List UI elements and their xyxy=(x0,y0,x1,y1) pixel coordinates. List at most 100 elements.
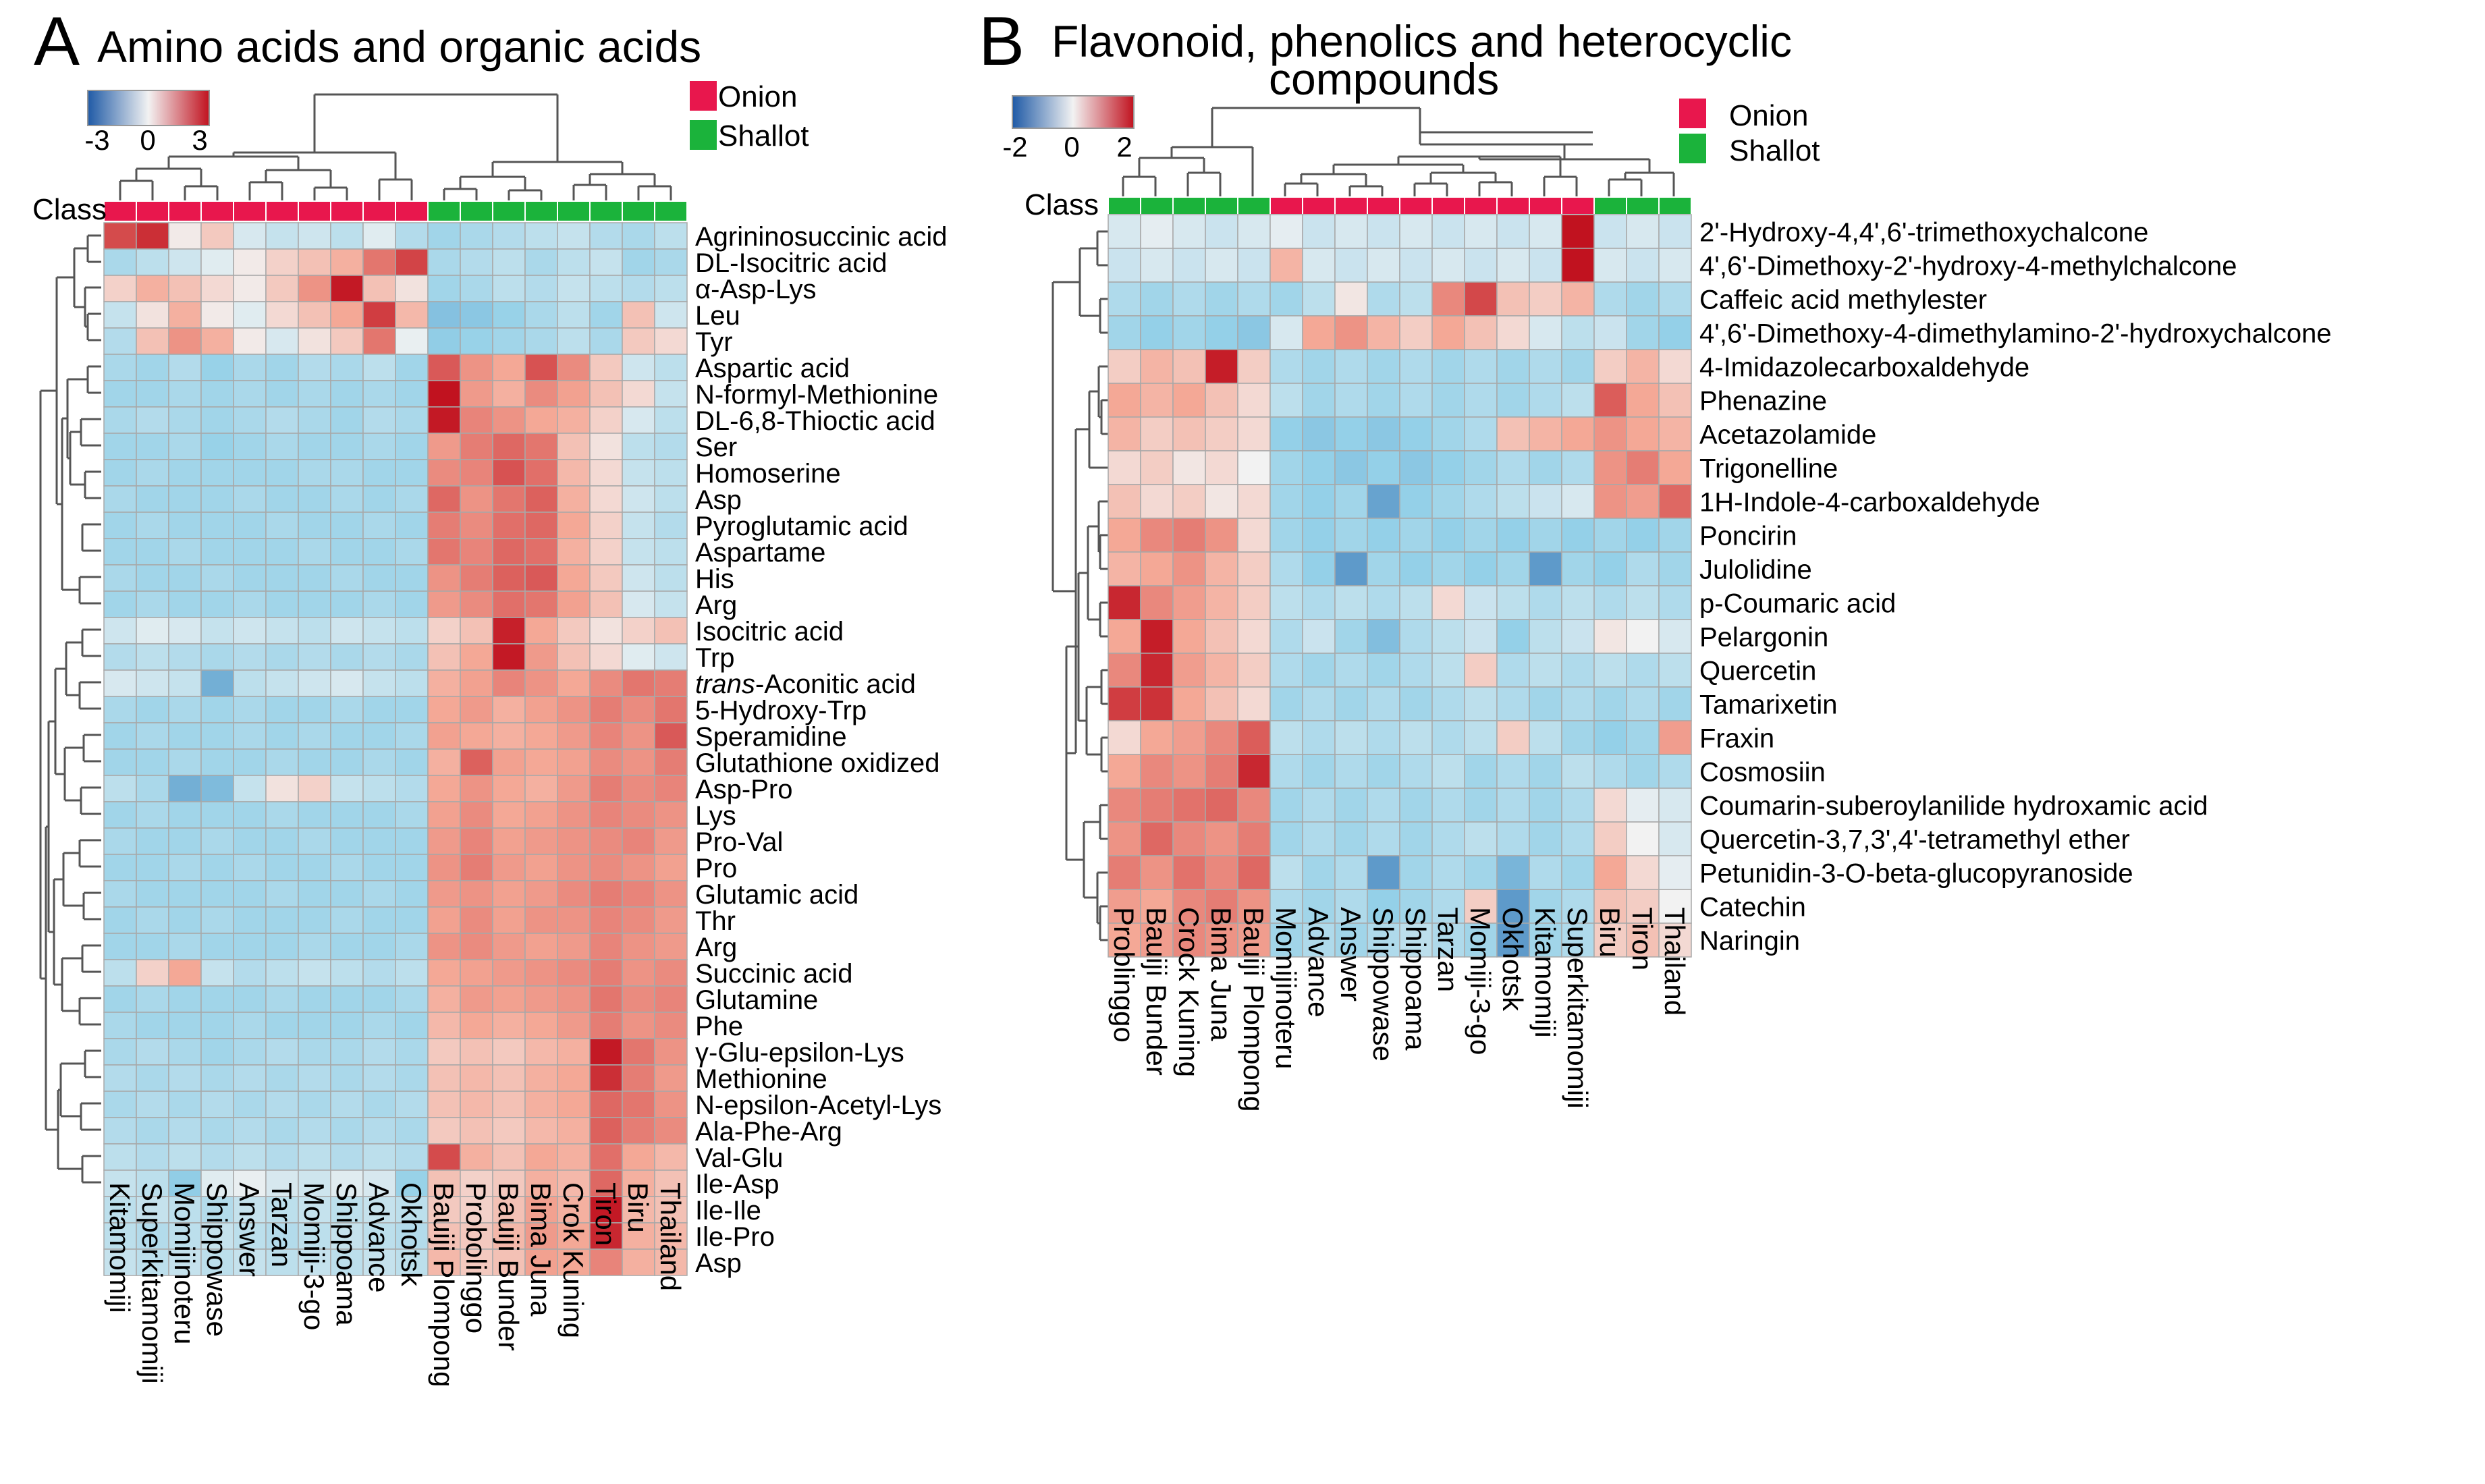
panel-b-key-tick-low: -2 xyxy=(1002,131,1027,163)
heatmap-cell xyxy=(492,275,526,302)
heatmap-cell xyxy=(427,301,461,329)
heatmap-cell xyxy=(265,801,299,829)
heatmap-cell xyxy=(1464,754,1498,789)
heatmap-cell xyxy=(1658,889,1692,924)
heatmap-cell xyxy=(1464,821,1498,856)
heatmap-cell xyxy=(1334,248,1368,283)
row-label-caffeic-acid-methylester: Caffeic acid methylester xyxy=(1699,285,1987,314)
heatmap-cell xyxy=(1334,214,1368,249)
heatmap-cell xyxy=(103,1117,137,1145)
heatmap-cell xyxy=(524,827,558,855)
heatmap-cell xyxy=(1561,619,1595,654)
heatmap-cell xyxy=(589,538,623,566)
heatmap-cell xyxy=(330,590,364,618)
panel-a-group-legend: Onion Shallot xyxy=(690,80,809,153)
heatmap-cell xyxy=(492,801,526,829)
heatmap-cell xyxy=(298,1091,331,1118)
heatmap-cell xyxy=(1626,315,1660,350)
heatmap-cell xyxy=(654,775,688,802)
heatmap-cell xyxy=(330,1012,364,1039)
heatmap-cell xyxy=(1237,754,1271,789)
heatmap-cell xyxy=(395,380,429,408)
heatmap-cell xyxy=(589,854,623,881)
heatmap-cell xyxy=(233,827,267,855)
heatmap-cell xyxy=(395,248,429,276)
heatmap-cell xyxy=(1529,518,1562,553)
panel-b-class-label: Class xyxy=(1025,188,1099,221)
heatmap-cell xyxy=(460,1012,493,1039)
heatmap-cell xyxy=(427,933,461,960)
heatmap-cell xyxy=(1172,889,1206,924)
heatmap-cell xyxy=(168,590,202,618)
panel-b-heatmap: 2'-Hydroxy-4,4',6'-trimethoxychalcone 4',… xyxy=(979,3,2332,1112)
heatmap-cell xyxy=(330,985,364,1013)
heatmap-cell xyxy=(168,538,202,566)
heatmap-cell xyxy=(557,748,591,776)
heatmap-cell xyxy=(233,722,267,750)
heatmap-cell xyxy=(589,696,623,723)
heatmap-cell xyxy=(492,222,526,250)
heatmap-cell xyxy=(1496,349,1530,384)
heatmap-cell xyxy=(265,1196,299,1224)
heatmap-cell xyxy=(589,985,623,1013)
heatmap-cell xyxy=(460,538,493,566)
heatmap-cell xyxy=(330,222,364,250)
panel-b-title: Flavonoid, phenolics and heterocyclic com… xyxy=(1052,16,1792,104)
heatmap-cell xyxy=(1334,821,1368,856)
heatmap-cell xyxy=(1593,788,1627,823)
row-label-lys: Lys xyxy=(695,801,736,831)
heatmap-cell xyxy=(395,775,429,802)
heatmap-cell xyxy=(298,696,331,723)
heatmap-cell xyxy=(654,275,688,302)
heatmap-cell xyxy=(1302,484,1336,519)
heatmap-cell xyxy=(200,933,234,960)
heatmap-cell xyxy=(1529,383,1562,418)
heatmap-cell xyxy=(492,696,526,723)
heatmap-cell xyxy=(233,643,267,671)
heatmap-cell xyxy=(1431,855,1465,890)
heatmap-cell xyxy=(1302,855,1336,890)
heatmap-cell xyxy=(136,590,169,618)
heatmap-cell xyxy=(654,1248,688,1276)
column-label-kitamomiji: Kitamomiji xyxy=(104,1182,136,1313)
heatmap-cell xyxy=(524,301,558,329)
heatmap-cell xyxy=(330,669,364,697)
class-cell-onion xyxy=(1269,196,1303,215)
heatmap-cell xyxy=(1593,484,1627,519)
row-label-2-hydroxy-4-4-6-trimethoxychalcone: 2'-Hydroxy-4,4',6'-trimethoxychalcone xyxy=(1699,217,2148,247)
heatmap-cell xyxy=(1237,619,1271,654)
heatmap-cell xyxy=(233,669,267,697)
heatmap-cell xyxy=(1205,754,1238,789)
heatmap-cell xyxy=(136,1248,169,1276)
heatmap-cell xyxy=(103,433,137,460)
heatmap-cell xyxy=(1367,248,1400,283)
heatmap-cell xyxy=(460,696,493,723)
heatmap-cell xyxy=(1108,889,1141,924)
heatmap-cell xyxy=(460,248,493,276)
heatmap-cell xyxy=(1399,551,1433,586)
heatmap-cell xyxy=(1496,754,1530,789)
heatmap-cell xyxy=(1367,653,1400,688)
heatmap-cell xyxy=(362,722,396,750)
heatmap-cell xyxy=(460,854,493,881)
heatmap-cell xyxy=(1367,889,1400,924)
heatmap-cell xyxy=(1269,821,1303,856)
heatmap-cell xyxy=(1108,923,1141,958)
heatmap-cell xyxy=(1529,214,1562,249)
heatmap-cell xyxy=(1464,450,1498,485)
heatmap-cell xyxy=(1529,788,1562,823)
heatmap-cell xyxy=(1269,214,1303,249)
heatmap-cell xyxy=(1334,754,1368,789)
heatmap-cell xyxy=(524,1222,558,1250)
heatmap-cell xyxy=(330,1143,364,1171)
heatmap-cell xyxy=(330,827,364,855)
heatmap-cell xyxy=(427,985,461,1013)
heatmap-cell xyxy=(557,459,591,487)
heatmap-cell xyxy=(136,827,169,855)
heatmap-cell xyxy=(1496,686,1530,721)
heatmap-cell xyxy=(136,380,169,408)
heatmap-cell xyxy=(492,538,526,566)
heatmap-cell xyxy=(1399,585,1433,620)
column-label-okhotsk: Okhotsk xyxy=(1497,907,1529,1012)
